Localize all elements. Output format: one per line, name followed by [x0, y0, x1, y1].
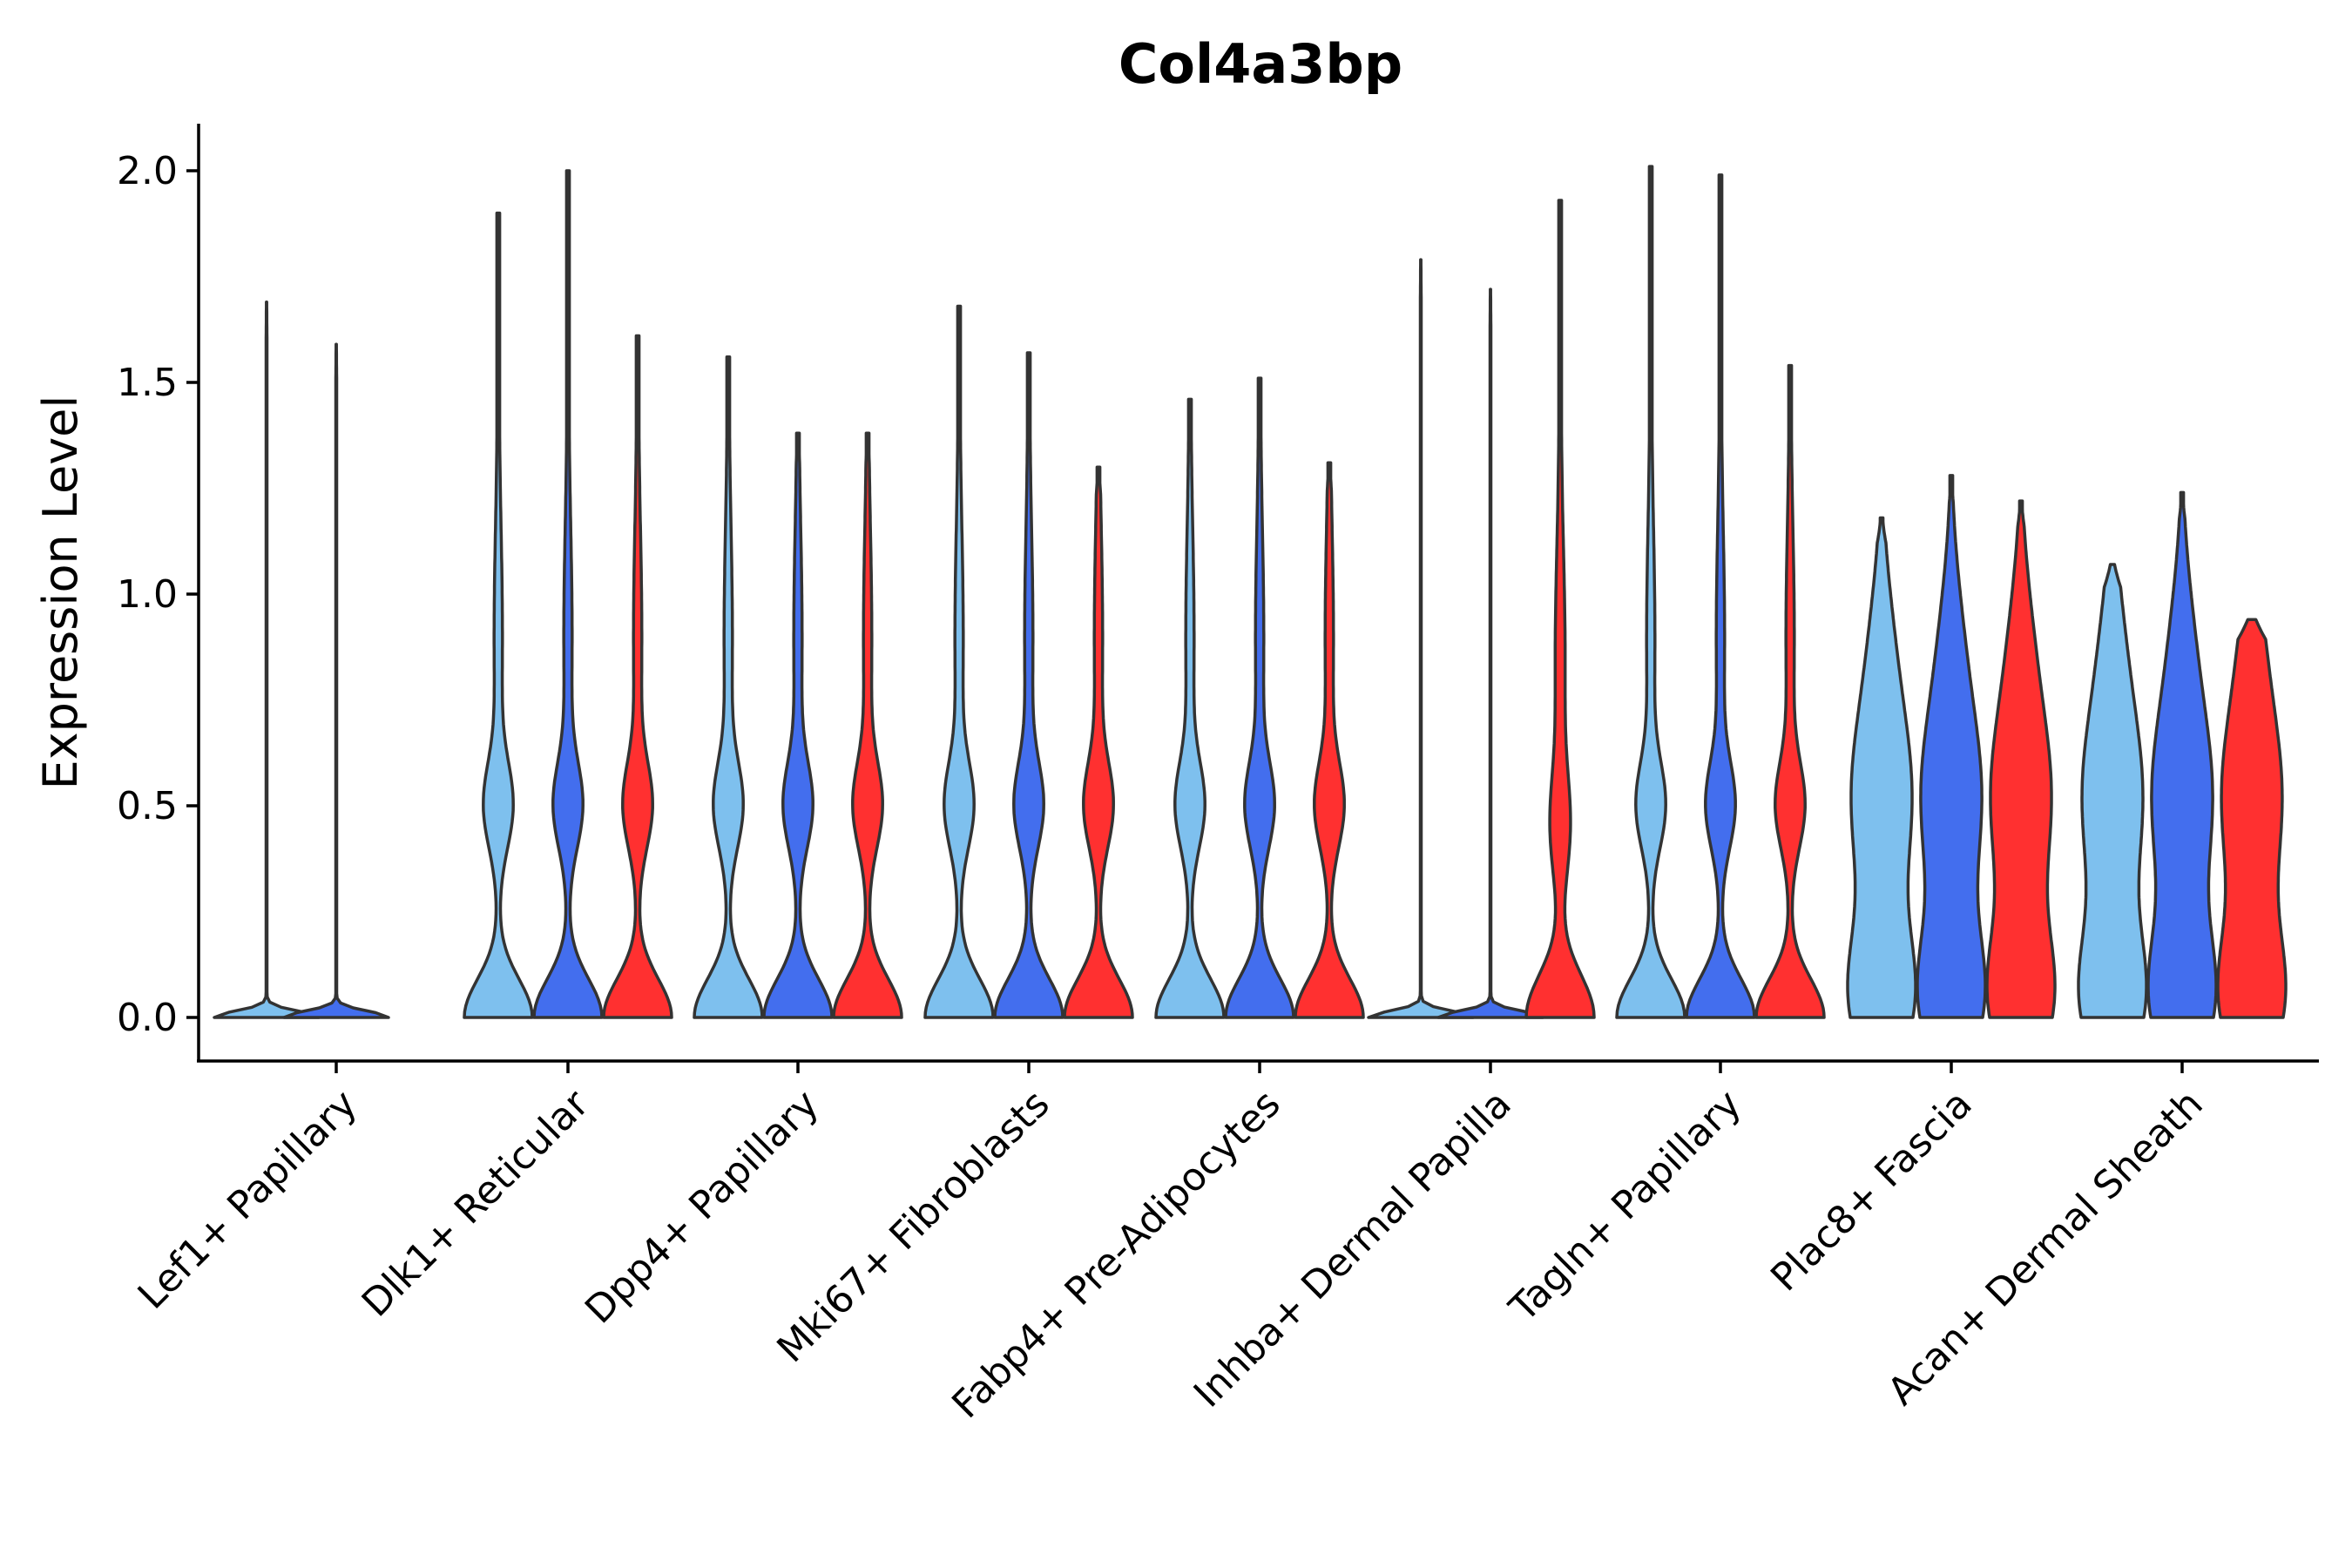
violins-layer: [213, 165, 2288, 1019]
violin-mki67-fibroblasts-1: [923, 304, 995, 1019]
violin-fabp4-pre-adipocytes-2: [1224, 376, 1295, 1019]
violin-mki67-fibroblasts-3: [1063, 465, 1134, 1019]
violin-dpp4-papillary-3: [832, 431, 903, 1019]
violin-plac8-fascia-2: [1916, 474, 1987, 1019]
x-tick-label: Lef1+ Papillary: [130, 1082, 366, 1318]
violin-tagln-papillary-1: [1615, 165, 1686, 1019]
violin-dlk1-reticular-1: [463, 211, 534, 1019]
violin-inhba-dermal-papilla-2: [1436, 287, 1544, 1019]
x-tick-label: Plac8+ Fascia: [1762, 1082, 1981, 1301]
y-tick-label: 0.5: [117, 784, 178, 828]
violin-fabp4-pre-adipocytes-1: [1154, 397, 1226, 1019]
violin-inhba-dermal-papilla-3: [1524, 199, 1596, 1019]
violin-acan-dermal-sheath-2: [2146, 490, 2218, 1019]
x-tick-label: Dpp4+ Papillary: [577, 1082, 828, 1333]
violin-dpp4-papillary-1: [693, 355, 764, 1019]
y-axis-label: Expression Level: [33, 395, 88, 790]
violin-plac8-fascia-3: [1985, 499, 2057, 1019]
chart-title: Col4a3bp: [1119, 32, 1402, 96]
violin-fabp4-pre-adipocytes-3: [1294, 461, 1365, 1019]
y-tick-label: 1.0: [117, 572, 178, 617]
violin-lef1-papillary-2: [282, 342, 390, 1019]
violin-dlk1-reticular-3: [602, 334, 673, 1019]
y-tick-label: 0.0: [117, 996, 178, 1040]
violin-dpp4-papillary-2: [762, 431, 834, 1019]
y-tick-label: 2.0: [117, 149, 178, 193]
violin-inhba-dermal-papilla-1: [1367, 258, 1475, 1019]
violin-mki67-fibroblasts-2: [993, 351, 1064, 1019]
x-tick-label: Dlk1+ Reticular: [354, 1081, 598, 1326]
violin-acan-dermal-sheath-3: [2216, 618, 2288, 1019]
violin-plac8-fascia-1: [1846, 516, 1917, 1019]
y-axis-ticks: 0.0 0.5 1.0 1.5 2.0: [117, 149, 199, 1040]
violin-tagln-papillary-2: [1685, 173, 1756, 1019]
violin-lef1-papillary-1: [213, 300, 321, 1019]
violin-tagln-papillary-3: [1754, 363, 1826, 1019]
violin-acan-dermal-sheath-1: [2077, 563, 2148, 1019]
x-tick-label: Tagln+ Papillary: [1501, 1082, 1750, 1331]
violin-dlk1-reticular-2: [532, 169, 604, 1019]
y-tick-label: 1.5: [117, 361, 178, 405]
